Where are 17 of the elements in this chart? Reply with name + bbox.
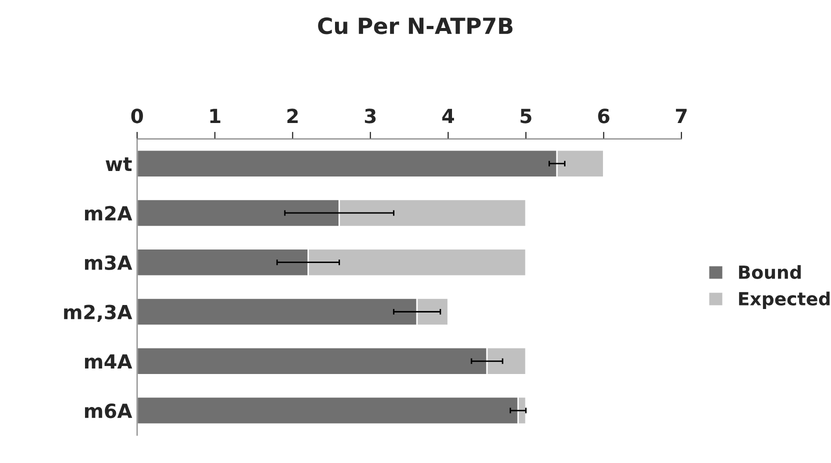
- x-tick-label: 6: [598, 108, 610, 124]
- x-tick-label: 7: [676, 108, 687, 124]
- x-tick-label: 1: [210, 108, 220, 124]
- y-tick-label: wt: [106, 157, 132, 171]
- chart-title: Cu Per N-ATP7B: [318, 17, 512, 34]
- x-tick-label: 3: [364, 108, 376, 124]
- legend-label: Expected: [739, 292, 830, 310]
- y-tick-label: m2,3A: [64, 304, 132, 322]
- y-tick-label: m3A: [85, 255, 132, 270]
- y-tick-label: m2A: [85, 206, 132, 220]
- x-tick-label: 5: [520, 108, 532, 124]
- y-tick-label: m6A: [85, 404, 132, 418]
- x-tick-label: 2: [287, 108, 298, 124]
- x-tick-label: 4: [442, 108, 454, 124]
- legend-label: Bound: [739, 265, 801, 280]
- x-tick-label: 0: [131, 108, 143, 124]
- y-tick-label: m4A: [85, 354, 132, 369]
